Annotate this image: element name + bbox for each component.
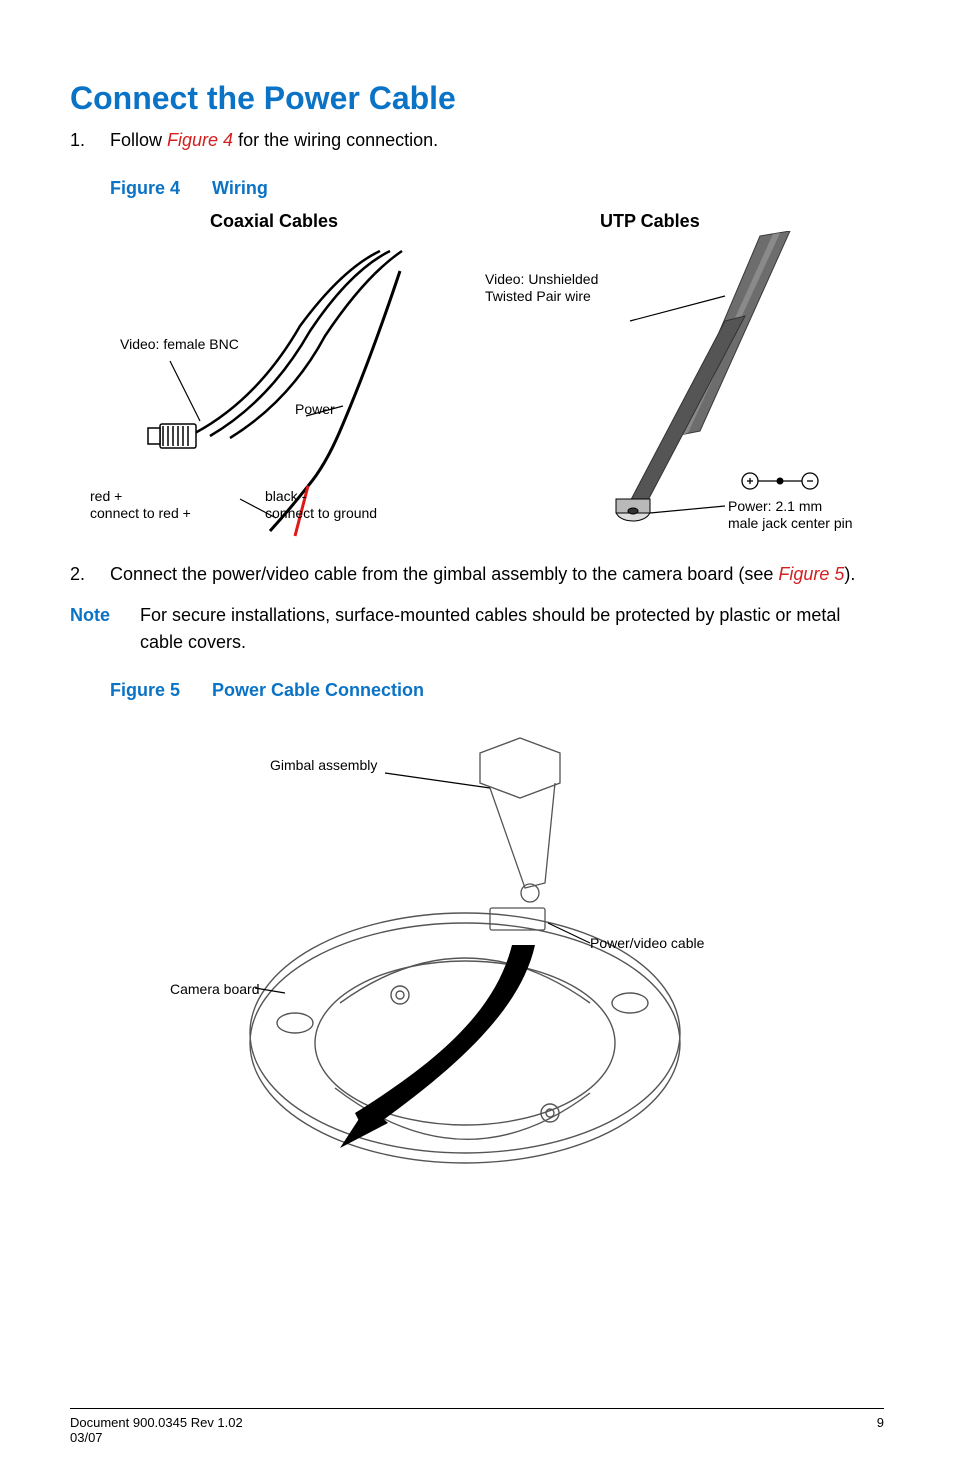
figure-5-prefix: Figure 5 xyxy=(110,680,180,700)
fig5-label-pv-cable: Power/video cable xyxy=(590,935,704,951)
step-2-text-post: ). xyxy=(844,564,855,584)
fig5-label-gimbal: Gimbal assembly xyxy=(270,757,377,773)
fig4-label-pwrjack-1: Power: 2.1 mm xyxy=(728,498,822,516)
figure-4-prefix: Figure 4 xyxy=(110,178,180,198)
figure-4-caption: Figure 4 Wiring xyxy=(110,178,884,199)
fig4-label-black-2: connect to ground xyxy=(265,505,377,523)
figure-4: Coaxial Cables UTP Cables xyxy=(90,211,880,541)
fig4-label-video-bnc: Video: female BNC xyxy=(120,336,239,354)
fig4-col-left: Coaxial Cables xyxy=(210,211,338,232)
step-2: 2. Connect the power/video cable from th… xyxy=(70,561,884,588)
figure-5-title: Power Cable Connection xyxy=(212,680,424,700)
footer-doc-id: Document 900.0345 Rev 1.02 xyxy=(70,1415,243,1430)
figure-5-ref: Figure 5 xyxy=(778,564,844,584)
page-footer: Document 900.0345 Rev 1.02 03/07 9 xyxy=(70,1408,884,1445)
fig4-label-power: Power xyxy=(295,401,335,419)
fig5-label-cam-board: Camera board xyxy=(170,981,260,997)
fig4-col-right: UTP Cables xyxy=(600,211,700,232)
figure-4-title: Wiring xyxy=(212,178,268,198)
fig5-svg xyxy=(190,713,750,1213)
step-2-number: 2. xyxy=(70,561,110,588)
figure-5: Gimbal assembly Power/video cable Camera… xyxy=(190,713,750,1213)
fig4-label-pwrjack-2: male jack center pin xyxy=(728,515,853,533)
fig4-label-red-1: red + xyxy=(90,488,122,506)
fig4-label-utp-2: Twisted Pair wire xyxy=(485,288,591,306)
note-body: For secure installations, surface-mounte… xyxy=(140,602,884,656)
step-1: 1. Follow Figure 4 for the wiring connec… xyxy=(70,127,884,154)
figure-5-caption: Figure 5 Power Cable Connection xyxy=(110,680,884,701)
step-2-text-pre: Connect the power/video cable from the g… xyxy=(110,564,778,584)
footer-page-number: 9 xyxy=(877,1415,884,1445)
fig4-label-black-1: black - xyxy=(265,488,306,506)
footer-date: 03/07 xyxy=(70,1430,103,1445)
figure-4-ref: Figure 4 xyxy=(167,130,233,150)
step-1-text-post: for the wiring connection. xyxy=(233,130,438,150)
section-heading: Connect the Power Cable xyxy=(70,80,884,117)
note-label: Note xyxy=(70,602,140,656)
fig4-label-utp-1: Video: Unshielded xyxy=(485,271,598,289)
fig4-label-red-2: connect to red + xyxy=(90,505,191,523)
step-1-number: 1. xyxy=(70,127,110,154)
step-1-text-pre: Follow xyxy=(110,130,167,150)
polarity-icon xyxy=(742,473,818,489)
note: Note For secure installations, surface-m… xyxy=(70,602,884,656)
